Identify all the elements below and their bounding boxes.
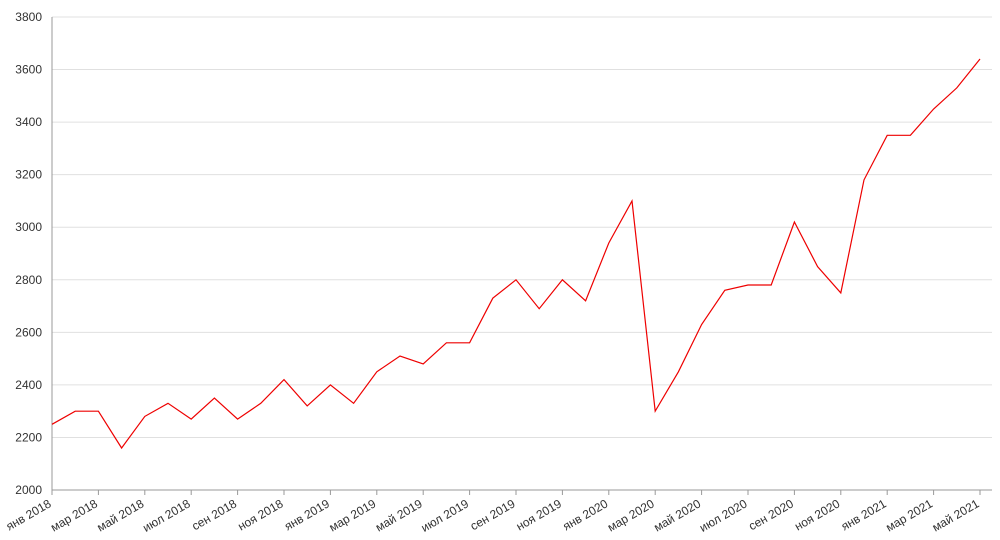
y-tick-label: 2400: [15, 378, 42, 392]
x-tick-label: мар 2020: [605, 496, 657, 534]
x-tick-label: июл 2019: [419, 496, 472, 535]
x-tick-label: янв 2018: [4, 496, 54, 533]
x-tick-label: май 2021: [930, 496, 982, 534]
x-tick-label: ноя 2019: [514, 496, 564, 533]
x-tick-label: янв 2021: [839, 496, 889, 533]
x-tick-label: мар 2019: [327, 496, 379, 534]
y-tick-label: 3200: [15, 168, 42, 182]
x-tick-label: май 2020: [651, 496, 703, 534]
x-tick-label: июл 2018: [140, 496, 193, 535]
x-tick-label: ноя 2018: [235, 496, 285, 533]
y-tick-label: 3600: [15, 63, 42, 77]
x-tick-label: мар 2018: [48, 496, 100, 534]
x-tick-label: май 2018: [95, 496, 147, 534]
y-tick-label: 2800: [15, 273, 42, 287]
y-tick-label: 3800: [15, 10, 42, 24]
x-tick-label: сен 2019: [468, 496, 518, 533]
x-tick-label: янв 2019: [282, 496, 332, 533]
x-tick-label: мар 2021: [883, 496, 935, 534]
x-tick-label: сен 2018: [189, 496, 239, 533]
x-tick-label: ноя 2020: [792, 496, 842, 533]
y-tick-label: 3000: [15, 220, 42, 234]
x-tick-label: янв 2020: [560, 496, 610, 533]
x-tick-label: июл 2020: [697, 496, 750, 535]
y-tick-label: 3400: [15, 115, 42, 129]
line: [51, 58, 981, 450]
y-tick-label: 2600: [15, 325, 42, 339]
y-tick-label: 2200: [15, 430, 42, 444]
x-tick-label: сен 2020: [746, 496, 796, 533]
y-tick-label: 2000: [15, 483, 42, 497]
x-tick-label: май 2019: [373, 496, 425, 534]
